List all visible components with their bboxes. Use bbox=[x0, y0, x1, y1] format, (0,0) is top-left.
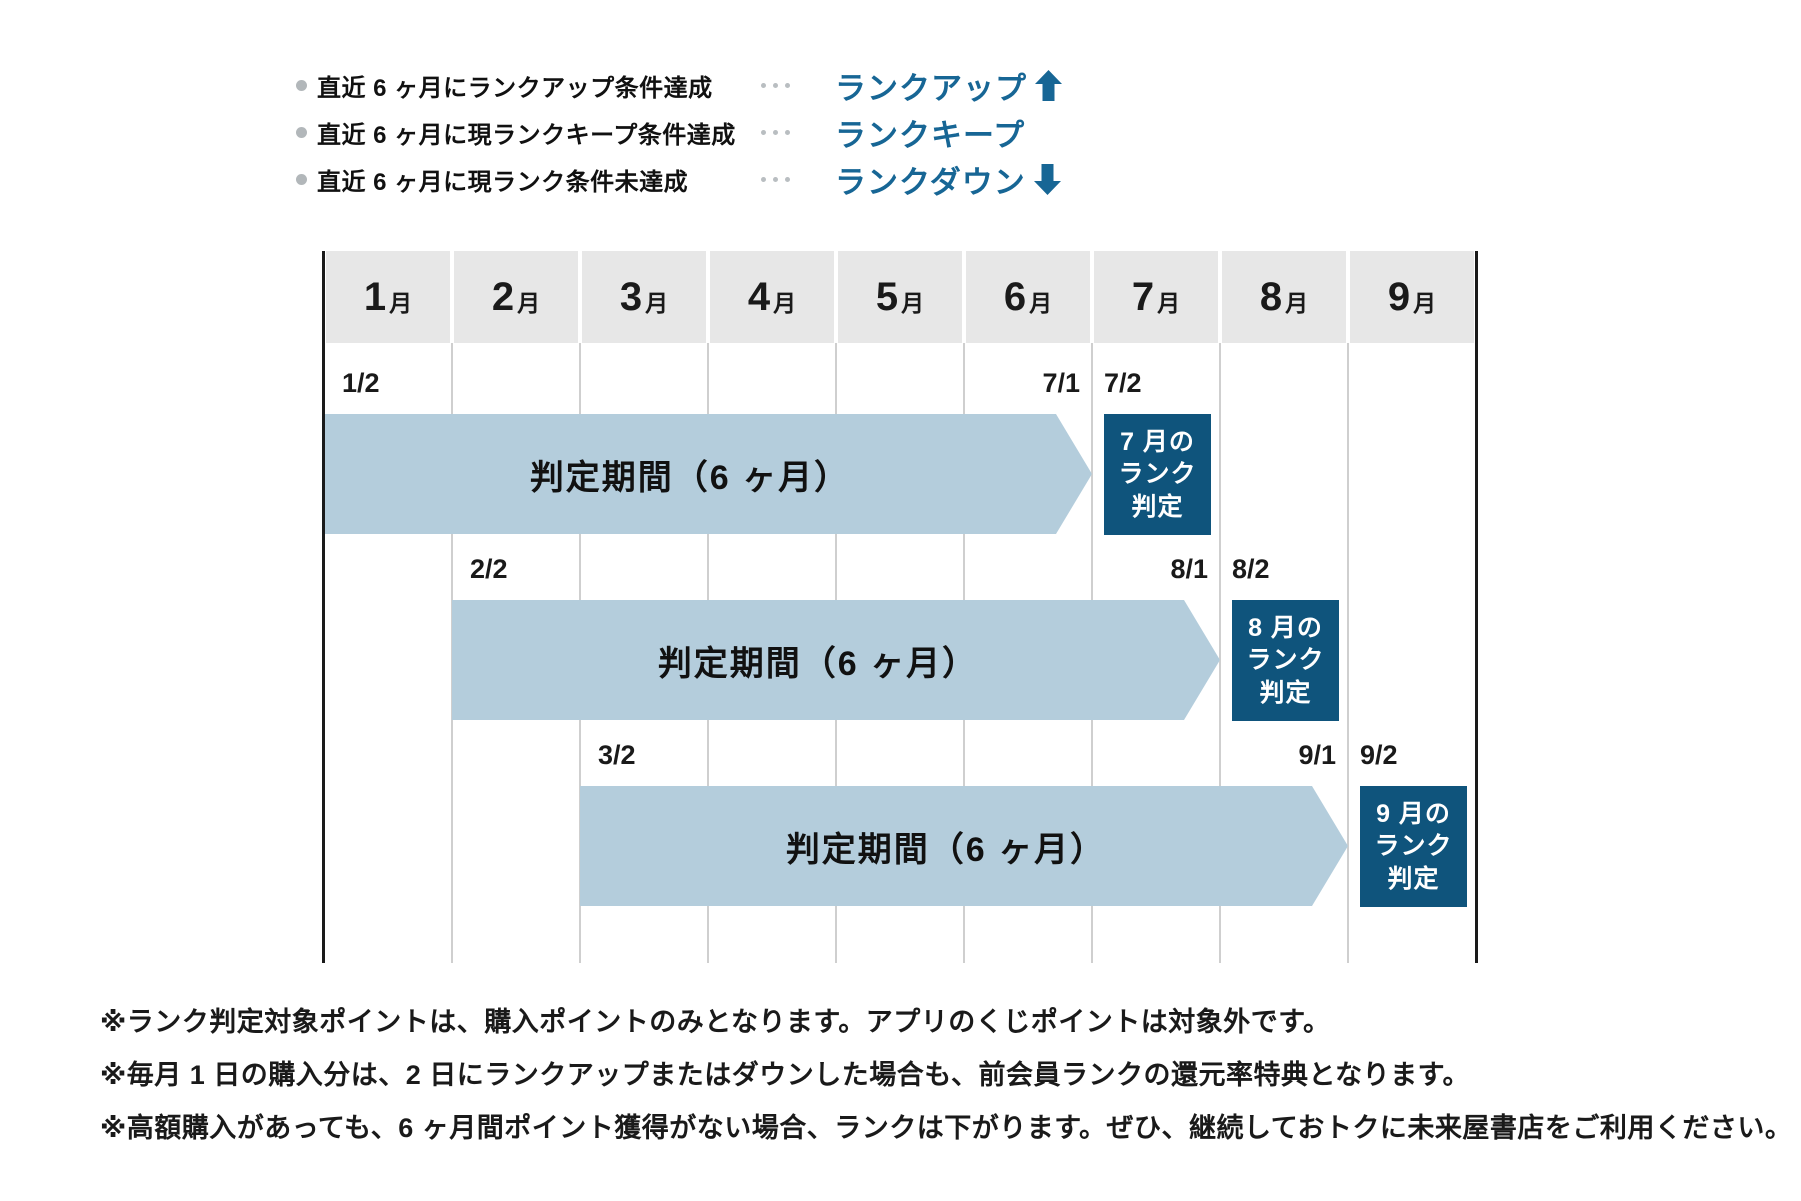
month-suffix: 月 bbox=[1413, 289, 1437, 316]
month-suffix: 月 bbox=[1285, 289, 1309, 316]
ellipsis-separator bbox=[761, 83, 835, 88]
rank-judge-box-label: 8 月の ランク 判定 bbox=[1246, 613, 1325, 707]
rank-judge-box: 7 月の ランク 判定 bbox=[1104, 414, 1211, 535]
judge-date-label: 7/2 bbox=[1104, 368, 1142, 398]
period-bar-label: 判定期間（6 ヶ月） bbox=[529, 458, 851, 497]
rank-judge-box: 9 月の ランク 判定 bbox=[1360, 786, 1467, 907]
month-label: 2 bbox=[491, 275, 515, 319]
month-suffix: 月 bbox=[389, 289, 413, 316]
rank-judge-box-label: 9 月の ランク 判定 bbox=[1374, 799, 1453, 893]
ellipsis-separator bbox=[761, 177, 835, 182]
start-date-label: 1/2 bbox=[342, 368, 380, 398]
period-bar-label: 判定期間（6 ヶ月） bbox=[657, 644, 979, 683]
month-label: 5 bbox=[875, 275, 899, 319]
start-date-label: 2/2 bbox=[470, 554, 508, 584]
legend-result: ランクキープ bbox=[835, 110, 1025, 155]
judge-date-label: 9/2 bbox=[1360, 740, 1398, 770]
legend-bullet-icon bbox=[296, 80, 307, 91]
legend-bullet-icon bbox=[296, 127, 307, 138]
footnote: ※毎月 1 日の購入分は、2 日にランクアップまたはダウンした場合も、前会員ラン… bbox=[100, 1060, 1470, 1090]
month-label: 6 bbox=[1003, 275, 1027, 319]
legend-result-label: ランクアップ bbox=[835, 71, 1027, 106]
rank-up-arrow-icon bbox=[1035, 70, 1062, 101]
month-suffix: 月 bbox=[1157, 289, 1181, 316]
rank-down-arrow-icon bbox=[1033, 164, 1061, 195]
footnote: ※ランク判定対象ポイントは、購入ポイントのみとなります。アプリのくじポイントは対… bbox=[100, 1007, 1331, 1037]
judge-date-label: 8/2 bbox=[1232, 554, 1270, 584]
ellipsis-separator bbox=[761, 130, 835, 135]
chart-grid: 1/2 7/1 7/2 判定期間（6 ヶ月） 7 月の ランク 判定 2/2 8… bbox=[324, 343, 1476, 963]
month-label: 7 bbox=[1131, 275, 1155, 319]
month-suffix: 月 bbox=[901, 289, 925, 316]
month-label: 3 bbox=[619, 275, 643, 319]
footnotes: ※ランク判定対象ポイントは、購入ポイントのみとなります。アプリのくじポイントは対… bbox=[100, 996, 1793, 1155]
month-label: 9 bbox=[1387, 275, 1411, 319]
month-suffix: 月 bbox=[1029, 289, 1053, 316]
gridline bbox=[1219, 343, 1221, 963]
legend-result-label: ランクダウン bbox=[835, 165, 1026, 200]
legend-item-rank-up: 直近 6 ヶ月にランクアップ条件達成 ランクアップ bbox=[296, 62, 1062, 109]
end-date-label: 7/1 bbox=[1042, 368, 1080, 398]
legend-condition: 直近 6 ヶ月に現ランク条件未達成 bbox=[317, 169, 689, 196]
chart-left-border bbox=[322, 251, 325, 963]
legend: 直近 6 ヶ月にランクアップ条件達成 ランクアップ 直近 6 ヶ月に現ランクキー… bbox=[296, 62, 1062, 203]
rank-judge-box: 8 月の ランク 判定 bbox=[1232, 600, 1339, 721]
period-bar: 判定期間（6 ヶ月） bbox=[580, 786, 1348, 906]
end-date-label: 8/1 bbox=[1170, 554, 1208, 584]
end-date-label: 9/1 bbox=[1298, 740, 1336, 770]
gridline bbox=[1347, 343, 1349, 963]
month-label: 4 bbox=[747, 275, 771, 319]
legend-item-rank-down: 直近 6 ヶ月に現ランク条件未達成 ランクダウン bbox=[296, 156, 1062, 203]
footnote: ※高額購入があっても、6 ヶ月間ポイント獲得がない場合、ランクは下がります。ぜひ… bbox=[100, 1113, 1793, 1143]
legend-result: ランクアップ bbox=[835, 63, 1062, 108]
start-date-label: 3/2 bbox=[598, 740, 636, 770]
month-suffix: 月 bbox=[645, 289, 669, 316]
month-suffix: 月 bbox=[517, 289, 541, 316]
legend-condition: 直近 6 ヶ月に現ランクキープ条件達成 bbox=[317, 122, 736, 149]
legend-item-rank-keep: 直近 6 ヶ月に現ランクキープ条件達成 ランクキープ bbox=[296, 109, 1062, 156]
legend-result-label: ランクキープ bbox=[835, 118, 1026, 153]
chart-right-border bbox=[1475, 251, 1478, 963]
legend-bullet-icon bbox=[296, 174, 307, 185]
period-bar-label: 判定期間（6 ヶ月） bbox=[785, 830, 1107, 869]
month-label: 8 bbox=[1259, 275, 1283, 319]
period-bar: 判定期間（6 ヶ月） bbox=[324, 414, 1092, 534]
legend-result: ランクダウン bbox=[835, 157, 1061, 202]
period-bar: 判定期間（6 ヶ月） bbox=[452, 600, 1220, 720]
rank-judge-box-label: 7 月の ランク 判定 bbox=[1118, 427, 1197, 521]
month-suffix: 月 bbox=[773, 289, 797, 316]
legend-condition: 直近 6 ヶ月にランクアップ条件達成 bbox=[317, 75, 713, 102]
month-label: 1 bbox=[363, 275, 387, 319]
